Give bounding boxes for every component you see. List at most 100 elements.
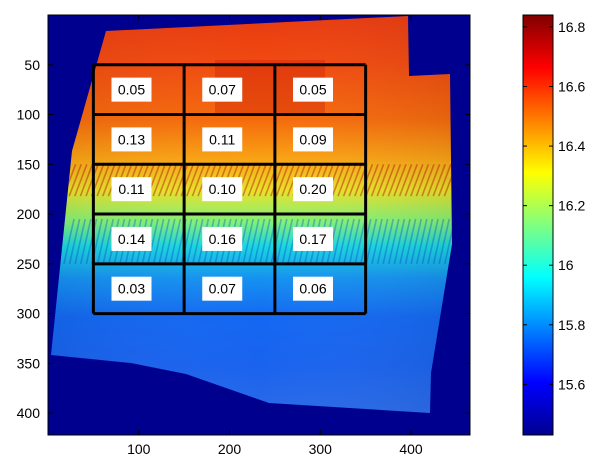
ripple-stripe [242, 218, 254, 264]
ripple-stripe [416, 218, 428, 264]
cell-label-box [292, 177, 333, 202]
ripple-stripe [158, 164, 172, 197]
cell-label: 0.03 [111, 276, 152, 301]
ripple-stripe [410, 164, 424, 197]
ripple-stripe [444, 218, 452, 264]
ripple-stripe [337, 164, 351, 197]
ripple-stripe [443, 164, 452, 197]
colorbar-ticks: 15.6 15.8 16 16.2 16.4 16.6 16.8 [523, 19, 585, 392]
cell-value: 0.10 [209, 181, 236, 197]
ripple-stripe [248, 218, 260, 264]
ripple-stripe [74, 164, 88, 197]
cell-label: 0.07 [202, 276, 243, 301]
cell-value: 0.11 [209, 131, 235, 147]
cell-value: 0.05 [118, 82, 145, 98]
ripple-stripe [432, 164, 446, 197]
cell-value: 0.07 [209, 82, 236, 98]
ripple-stripe [169, 218, 182, 264]
ripple-stripe [337, 218, 350, 264]
ripple-stripe [421, 164, 435, 197]
ripple-stripe [275, 164, 290, 197]
ripple-stripe [163, 164, 178, 197]
ripple-stripe [382, 164, 396, 197]
ripple-stripe [426, 164, 441, 197]
ripple-stripe [96, 164, 110, 197]
cell-label: 0.11 [202, 127, 243, 152]
y-tick-label: 350 [17, 355, 41, 371]
cell-label: 0.20 [292, 177, 333, 202]
ripple-stripe [427, 218, 439, 264]
ripple-stripe [331, 164, 346, 197]
y-tick-label: 100 [17, 107, 41, 123]
y-tick-label: 200 [17, 206, 41, 222]
cell-label: 0.05 [292, 77, 333, 102]
colorbar-tick-label: 16 [558, 257, 574, 273]
ripple-stripe [410, 218, 422, 264]
x-tick-label: 400 [399, 441, 423, 457]
ripple-stripe [259, 218, 271, 264]
ripple-stripe [438, 164, 452, 197]
ripple-stripe [236, 218, 249, 264]
ripple-stripe [169, 164, 183, 197]
ripple-stripe [376, 164, 390, 197]
colorbar-tick-label: 15.6 [558, 376, 585, 392]
cell-label: 0.10 [202, 177, 243, 202]
ripple-stripe [74, 218, 86, 264]
ripple-stripe [398, 164, 413, 197]
cell-label-box [292, 226, 333, 251]
cell-value: 0.11 [118, 181, 144, 197]
cell-label-box [292, 127, 333, 152]
ripple-stripe [348, 164, 362, 197]
cell-value: 0.17 [299, 231, 326, 247]
ripple-stripe [68, 164, 82, 197]
ripple-stripe [147, 218, 159, 264]
cell-label-box [111, 276, 152, 301]
ripple-stripe [247, 164, 262, 197]
cell-label-box [202, 127, 243, 152]
ripple-stripe [253, 218, 266, 264]
cell-label-box [292, 276, 333, 301]
colorbar [522, 14, 554, 436]
cell-label-box [202, 77, 243, 102]
ripple-stripe [158, 218, 170, 264]
y-tick-label: 150 [17, 156, 41, 172]
cell-label: 0.14 [111, 226, 152, 251]
y-tick-label: 50 [24, 57, 40, 73]
cell-label: 0.16 [202, 226, 243, 251]
ripple-stripe [370, 164, 385, 197]
ripple-stripe [415, 164, 430, 197]
ripple-stripe [191, 164, 206, 197]
ripple-stripe [365, 218, 378, 264]
cell-value: 0.03 [118, 281, 145, 297]
cell-label-box [111, 77, 152, 102]
cell-value: 0.07 [209, 281, 236, 297]
ripple-stripe [253, 164, 267, 197]
cell-labels: 0.05 0.07 0.05 0.13 0.11 0.09 0.11 0.10 0.20 0.14… [111, 77, 333, 301]
cell-label-box [111, 226, 152, 251]
ripple-stripe [343, 218, 355, 264]
cell-value: 0.09 [299, 131, 326, 147]
grid-overlay [91, 63, 368, 316]
ripple-stripe [365, 164, 379, 197]
cell-label-box [202, 226, 243, 251]
ripple-stripe [393, 218, 406, 264]
ripple-stripe [387, 164, 402, 197]
ripple-stripe [102, 218, 114, 264]
colorbar-tick-label: 15.8 [558, 317, 585, 333]
ripple-stripe [281, 218, 294, 264]
ripple-stripe [421, 218, 434, 264]
ripple-stripe [438, 218, 450, 264]
ripple-stripe [63, 218, 75, 264]
cell-value: 0.16 [209, 231, 236, 247]
ripple-stripe [404, 218, 417, 264]
ripple-stripe [96, 218, 109, 264]
colorbar-tick-label: 16.8 [558, 19, 585, 35]
axis-ticks: 100 200 300 400 50 100 150 200 250 300 350 400 [17, 15, 470, 457]
y-tick-label: 300 [17, 306, 41, 322]
ripple-stripe [258, 164, 273, 197]
ripple-stripe [404, 164, 418, 197]
ripple-stripe [102, 164, 116, 197]
ripple-stripe [342, 164, 357, 197]
colorbar-tick-label: 16.4 [558, 138, 585, 154]
ripple-stripe [432, 218, 445, 264]
